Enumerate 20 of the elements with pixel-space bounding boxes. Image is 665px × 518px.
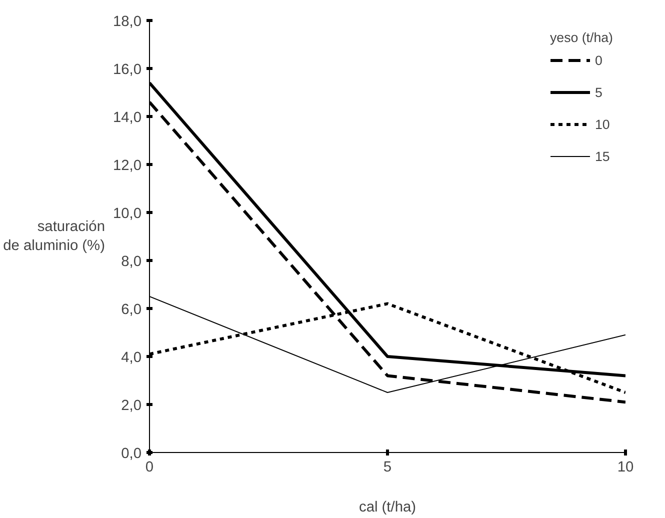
y-tick-label: 0,0 <box>121 446 142 462</box>
x-tick-label: 5 <box>383 460 392 476</box>
legend-label: 0 <box>595 52 604 68</box>
y-tick-label: 12,0 <box>112 158 142 174</box>
y-tick-label: 10,0 <box>112 206 142 222</box>
legend-label: 10 <box>595 116 611 132</box>
y-tick-label: 4,0 <box>121 350 142 366</box>
y-axis-title: saturación de aluminio (%) <box>3 218 105 254</box>
y-tick-label: 6,0 <box>121 302 142 318</box>
legend-label: 5 <box>595 84 604 100</box>
y-tick-label: 14,0 <box>112 110 142 126</box>
x-axis-title: cal (t/ha) <box>358 500 416 516</box>
legend-title: yeso (t/ha) <box>550 30 614 45</box>
y-tick-label: 2,0 <box>121 398 142 414</box>
x-tick-label: 0 <box>145 460 154 476</box>
y-tick-label: 18,0 <box>112 14 142 30</box>
y-tick-label: 16,0 <box>112 62 142 78</box>
y-tick-label: 8,0 <box>121 254 142 270</box>
x-tick-label: 10 <box>617 460 634 476</box>
legend-label: 15 <box>595 148 611 164</box>
